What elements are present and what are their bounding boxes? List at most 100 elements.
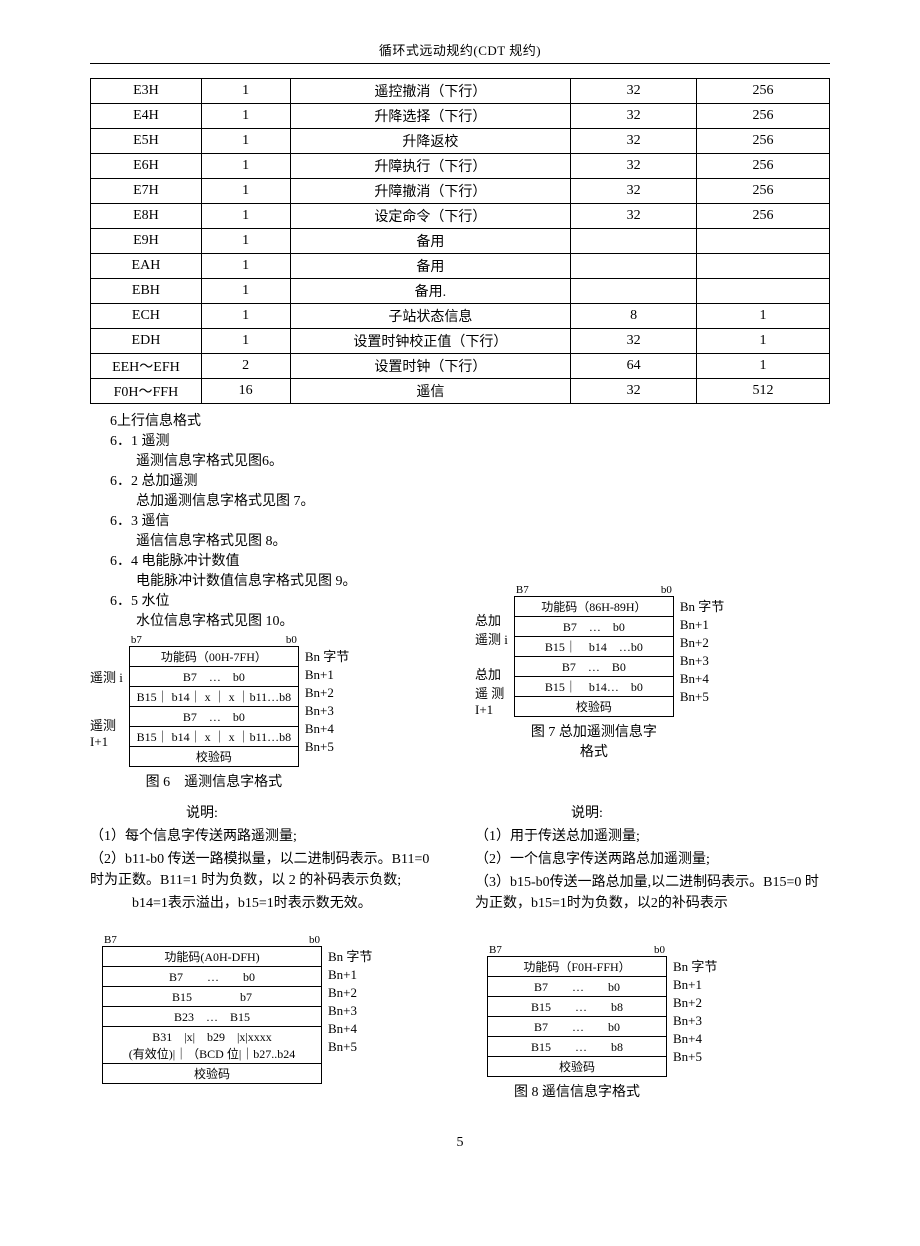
table-cell: 遥控撤消（下行） [290,79,571,104]
fig-row: B7 … B0 [514,657,673,677]
bn-label: Bn+5 [328,1038,372,1056]
fig-row: B7 … b0 [488,977,667,997]
fig6-side-bot: 遥测 I+1 [90,715,123,750]
note-line: （2）b11-b0 传送一路模拟量，以二进制码表示。B11=0 时为正数。B11… [90,849,445,891]
table-cell: E6H [91,154,202,179]
table-cell: 64 [571,354,697,379]
fig8-table: 功能码（F0H-FFH）B7 … b0B15 … b8B7 … b0B15 … … [487,956,667,1077]
bn-label: Bn 字节 [673,958,717,976]
table-cell: 遥信 [290,379,571,404]
table-cell: 设置时钟校正值（下行） [290,329,571,354]
fig9-table: 功能码(A0H-DFH)B7 … b0B15 b7B23 … B15B31 |x… [102,946,322,1084]
bn-label: Bn+4 [680,670,724,688]
fig7-bn-labels: Bn 字节Bn+1Bn+2Bn+3Bn+4Bn+5 [680,584,724,706]
table-cell: 32 [571,104,697,129]
table-cell: 1 [201,329,290,354]
table-cell: 256 [696,129,829,154]
fig7-notes-title: 说明: [571,803,830,824]
table-cell: 256 [696,154,829,179]
fig7-notes: 说明: （1）用于传送总加遥测量;（2）一个信息字传送两路总加遥测量;（3）b1… [475,801,830,916]
table-cell: 1 [201,79,290,104]
fig6-bit-lo: b0 [286,634,297,646]
bn-label: Bn+1 [305,666,349,684]
notes-row: 说明: （1）每个信息字传送两路遥测量;（2）b11-b0 传送一路模拟量，以二… [90,795,830,916]
table-cell: E7H [91,179,202,204]
table-cell: 备用. [290,279,571,304]
fig-row: 校验码 [514,697,673,717]
fig-row: B15 … b8 [488,997,667,1017]
fig6-notes-title: 说明: [186,803,445,824]
table-cell: 1 [696,354,829,379]
fig-row: B31 |x| b29 |x|xxxx(有效位)|｜（BCD 位|｜b27..b… [103,1027,322,1064]
table-cell: 1 [201,204,290,229]
table-cell: 256 [696,79,829,104]
table-cell: 8 [571,304,697,329]
note-line: （3）b15-b0传送一路总加量,以二进制码表示。B15=0 时为正数，b15=… [475,872,830,914]
fig-row: B15 b7 [103,987,322,1007]
fig-row: B7 … b0 [129,707,298,727]
bn-label: Bn 字节 [305,648,349,666]
table-cell: 1 [201,129,290,154]
toc-heading: 6．1 遥测 [110,430,830,450]
fig8-bn-labels: Bn 字节Bn+1Bn+2Bn+3Bn+4Bn+5 [673,944,717,1066]
fig-row: 功能码（86H-89H） [514,597,673,617]
fig7-side-bot: 总加 遥 测 I+1 [475,664,508,718]
table-cell: E9H [91,229,202,254]
bn-label: Bn+2 [680,634,724,652]
table-cell: 升障执行（下行） [290,154,571,179]
table-cell: 32 [571,379,697,404]
table-cell: 1 [201,279,290,304]
table-cell: 256 [696,179,829,204]
table-cell: 设置时钟（下行） [290,354,571,379]
toc-heading: 6．3 遥信 [110,510,830,530]
table-cell: 512 [696,379,829,404]
page-header-title: 循环式远动规约(CDT 规约) [90,40,830,59]
toc-body: 遥信信息字格式见图 8。 [136,530,830,550]
bn-label: Bn+2 [328,984,372,1002]
table-cell: 1 [696,329,829,354]
table-cell: 1 [201,229,290,254]
fig6-table: 功能码（00H-7FH）B7 … b0B15｜ b14｜ x ｜ x ｜b11…… [129,646,299,767]
fig9-bit-lo: b0 [309,934,320,946]
header-rule [90,63,830,64]
fig8-caption: 图 8 遥信信息字格式 [487,1081,667,1101]
table-cell: 1 [201,254,290,279]
fig-row: B15 … b8 [488,1037,667,1057]
fig-row: B15｜ b14 …b0 [514,637,673,657]
bn-label: Bn+5 [673,1048,717,1066]
table-cell: E8H [91,204,202,229]
bn-label: Bn+4 [305,720,349,738]
table-cell: EAH [91,254,202,279]
fig8-bit-lo: b0 [654,944,665,956]
table-cell: 32 [571,79,697,104]
fig-row: B7 … b0 [129,667,298,687]
table-cell: 32 [571,179,697,204]
table-cell: 1 [201,179,290,204]
bn-label: Bn+2 [305,684,349,702]
fig-row: B7 … b0 [514,617,673,637]
note-line: b14=1表示溢出，b15=1时表示数无效。 [90,893,445,914]
table-cell: EEH～EFH [91,354,202,379]
table-cell [696,229,829,254]
fig6-side-top: 遥测 i [90,667,123,686]
table-cell: 备用 [290,254,571,279]
bn-label: Bn 字节 [328,948,372,966]
fig6-bit-hi: b7 [131,634,142,646]
table-cell: 32 [571,329,697,354]
fig-row: B15｜ b14… b0 [514,677,673,697]
table-cell: 1 [696,304,829,329]
table-cell: 设定命令（下行） [290,204,571,229]
table-cell: 32 [571,129,697,154]
fig7-table: 功能码（86H-89H）B7 … b0B15｜ b14 …b0B7 … B0B1… [514,596,674,717]
table-cell: ECH [91,304,202,329]
fig6-bn-labels: Bn 字节Bn+1Bn+2Bn+3Bn+4Bn+5 [305,634,349,756]
table-cell: 升降选择（下行） [290,104,571,129]
table-cell: E4H [91,104,202,129]
bn-label: Bn+1 [328,966,372,984]
bn-label: Bn+4 [673,1030,717,1048]
table-cell [571,229,697,254]
fig7-bit-lo: b0 [661,584,672,596]
note-line: （1）用于传送总加遥测量; [475,826,830,847]
table-cell: 备用 [290,229,571,254]
table-cell [696,279,829,304]
